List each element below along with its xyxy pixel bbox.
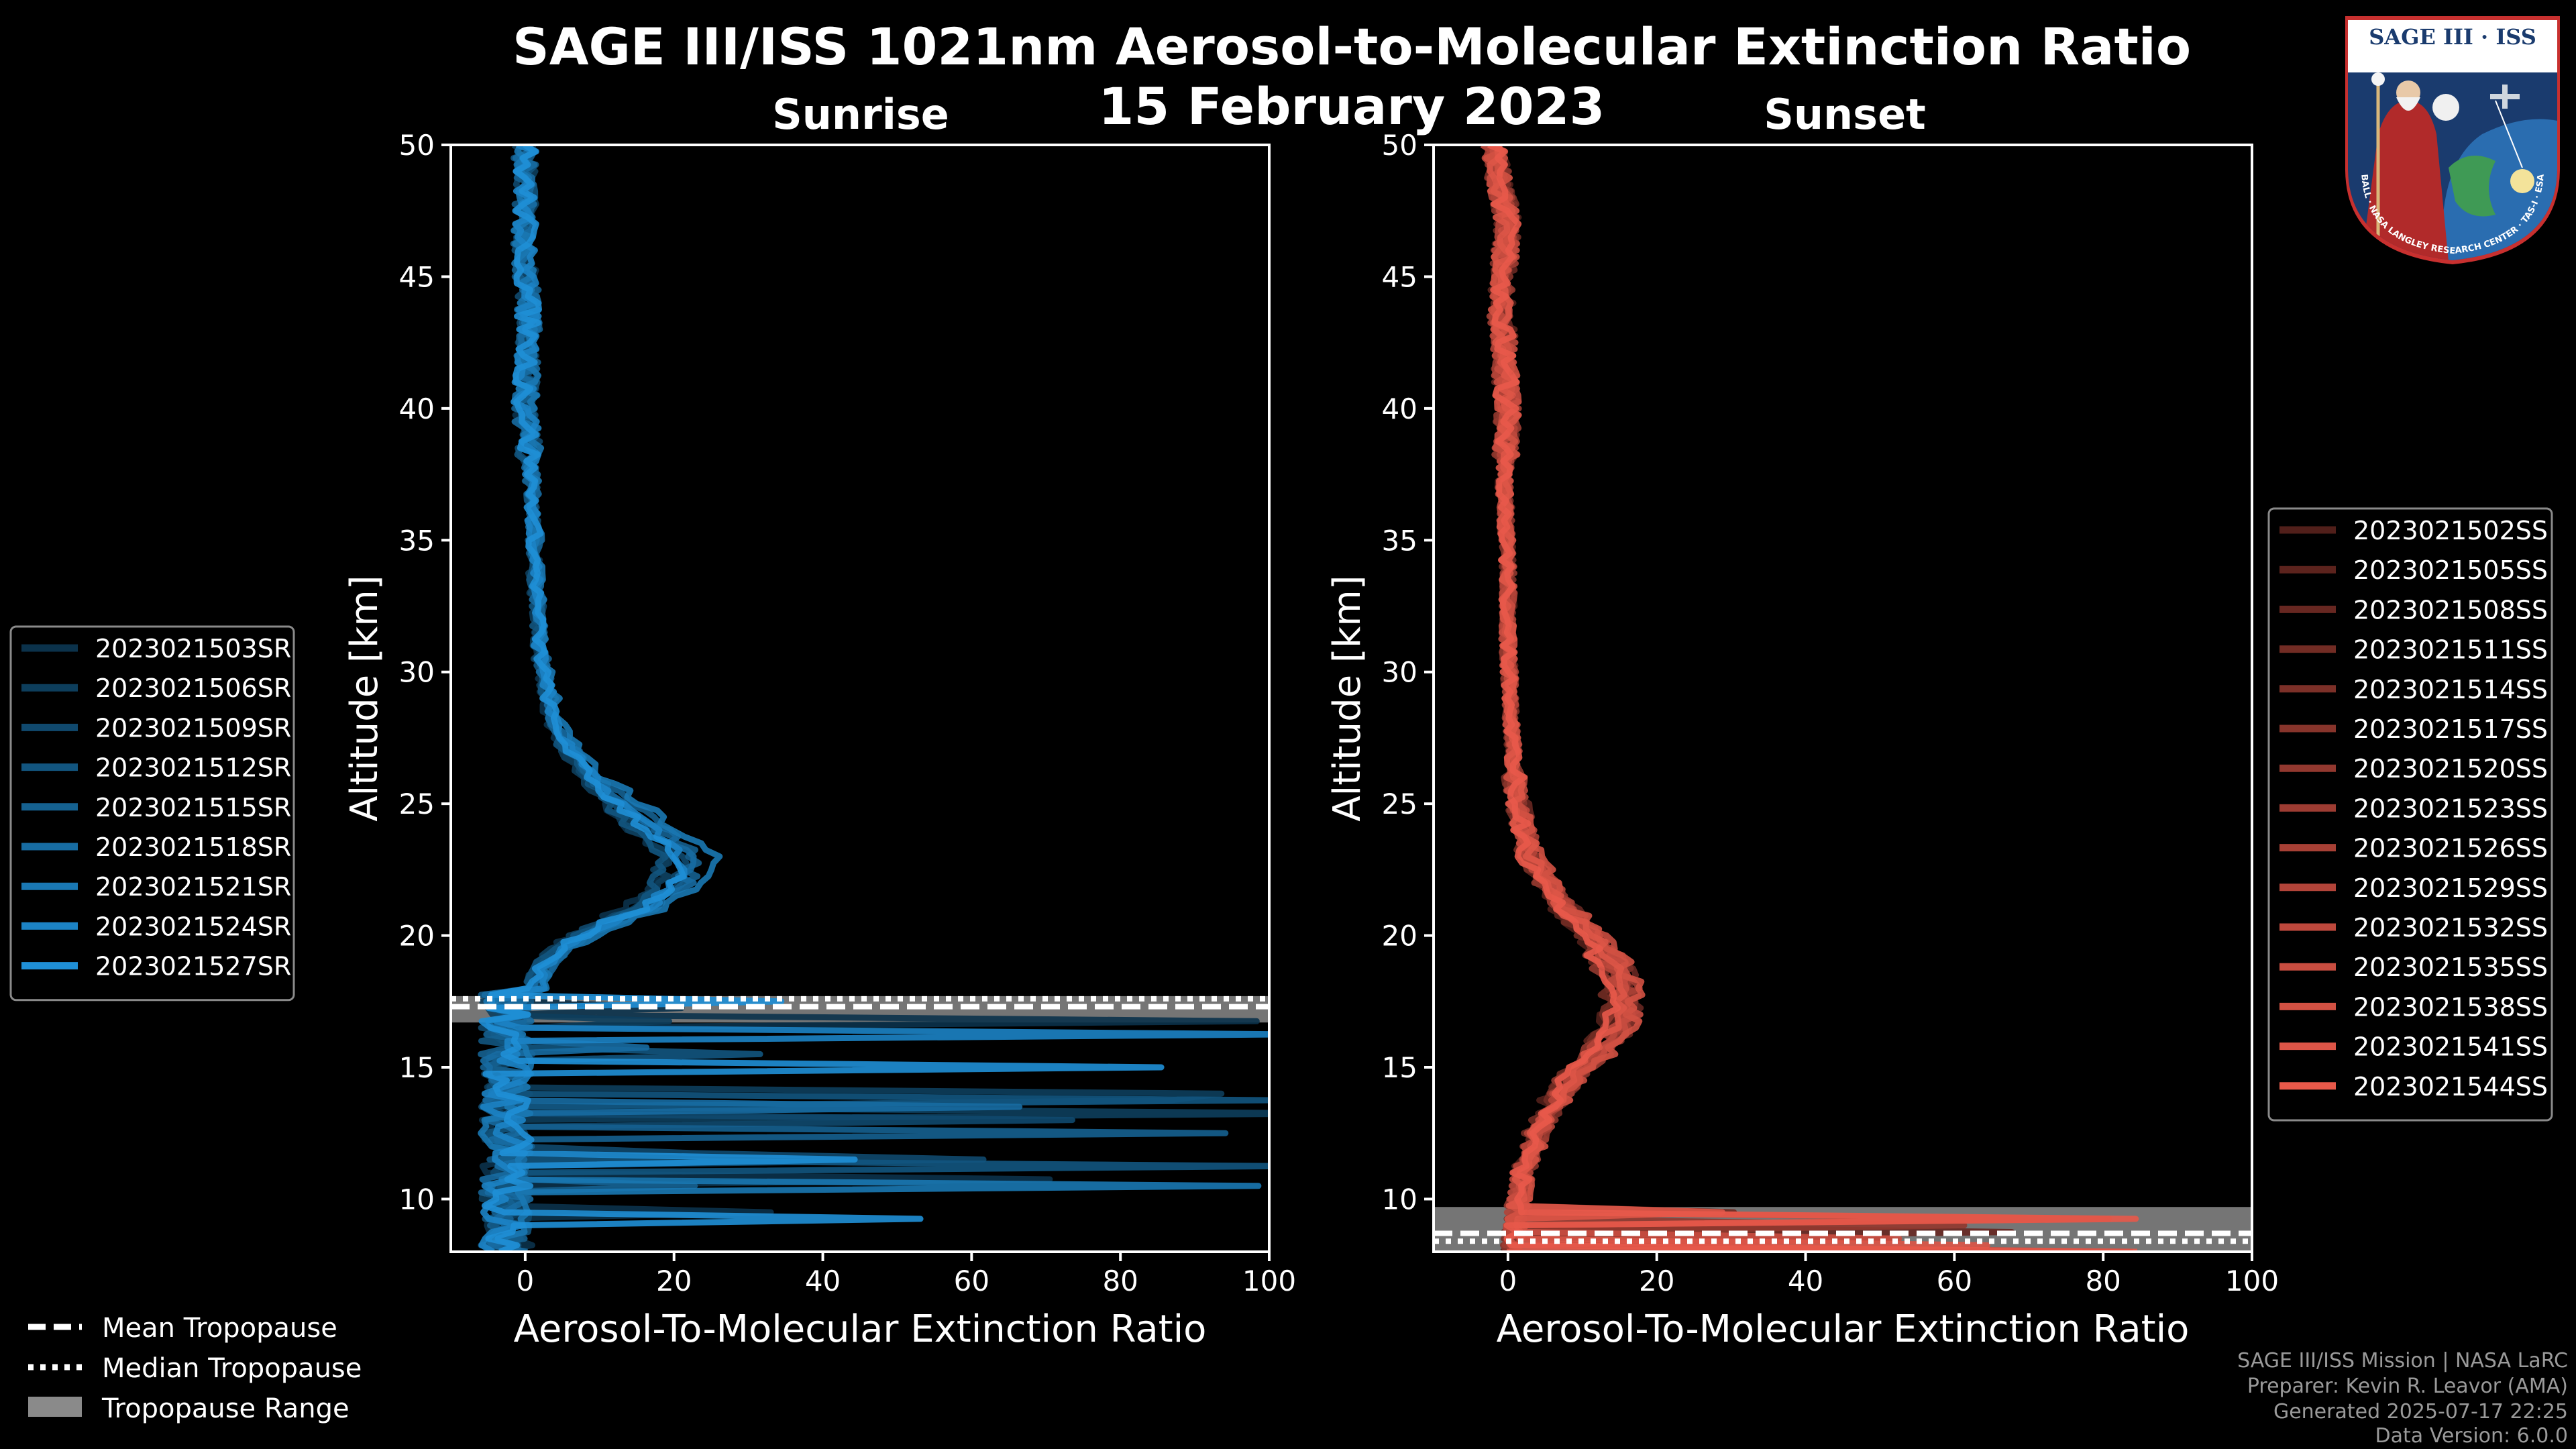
x-tick-label: 100 bbox=[1242, 1265, 1296, 1297]
legend-label-2023021515SR: 2023021515SR bbox=[95, 793, 291, 822]
legend-label-2023021517SS: 2023021517SS bbox=[2353, 714, 2548, 744]
x-tick-label: 0 bbox=[517, 1265, 535, 1297]
legend-label-2023021529SS: 2023021529SS bbox=[2353, 873, 2548, 903]
y-axis-label: Altitude [km] bbox=[343, 575, 386, 821]
x-tick-label: 100 bbox=[2225, 1265, 2279, 1297]
profile-2023021544SS bbox=[1487, 145, 2139, 1252]
legend-label-2023021502SS: 2023021502SS bbox=[2353, 516, 2548, 545]
x-tick-label: 60 bbox=[1937, 1265, 1972, 1297]
y-tick-label: 30 bbox=[1382, 656, 1417, 689]
y-tick-label: 25 bbox=[399, 788, 435, 820]
y-tick-label: 40 bbox=[1382, 392, 1417, 425]
legend-label-2023021514SS: 2023021514SS bbox=[2353, 675, 2548, 704]
sunrise-plot: 0 20 40 60 80 100 10 15 20 25 30 35 40 45 50 Aerosol-To… bbox=[343, 129, 1296, 1351]
legend-label-2023021538SS: 2023021538SS bbox=[2353, 992, 2548, 1022]
x-tick-label: 20 bbox=[656, 1265, 692, 1297]
y-tick-label: 15 bbox=[1382, 1051, 1417, 1084]
legend-label-2023021523SS: 2023021523SS bbox=[2353, 794, 2548, 823]
legend-label-2023021512SR: 2023021512SR bbox=[95, 753, 291, 783]
sunset-plot: 0 20 40 60 80 100 10 15 20 25 30 35 40 45 50 Aerosol-To… bbox=[1326, 129, 2279, 1351]
footer-preparer: Preparer: Kevin R. Leavor (AMA) bbox=[2247, 1375, 2568, 1398]
legend-label-2023021541SS: 2023021541SS bbox=[2353, 1032, 2548, 1062]
legend-label-2023021532SS: 2023021532SS bbox=[2353, 913, 2548, 943]
y-tick-label: 10 bbox=[1382, 1183, 1417, 1216]
x-tick-label: 20 bbox=[1639, 1265, 1674, 1297]
sunrise-legend: 2023021503SR 2023021506SR 2023021509SR 2023… bbox=[9, 625, 295, 1002]
legend-label-2023021518SR: 2023021518SR bbox=[95, 833, 291, 862]
x-tick-label: 80 bbox=[1102, 1265, 1138, 1297]
y-tick-label: 35 bbox=[399, 524, 435, 557]
profile-lines bbox=[478, 145, 1269, 1252]
figure-title: SAGE III/ISS 1021nm Aerosol-to-Molecular… bbox=[513, 17, 2191, 76]
legend-label-2023021505SS: 2023021505SS bbox=[2353, 555, 2548, 585]
y-tick-label: 20 bbox=[399, 920, 435, 953]
sunrise-panel-title: Sunrise bbox=[772, 90, 949, 139]
legend-box bbox=[2267, 507, 2553, 1122]
legend-label-2023021544SS: 2023021544SS bbox=[2353, 1072, 2548, 1102]
tropopause-range-label: Tropopause Range bbox=[101, 1393, 350, 1424]
x-tick-label: 80 bbox=[2085, 1265, 2121, 1297]
mean-tropopause-label: Mean Tropopause bbox=[102, 1313, 337, 1344]
y-tick-label: 50 bbox=[1382, 129, 1417, 162]
legend-label-2023021535SS: 2023021535SS bbox=[2353, 953, 2548, 982]
sage-mission-logo: SAGE III · ISS BALL · NASA LANGLEY RESEA… bbox=[2345, 16, 2560, 264]
x-axis-label: Aerosol-To-Molecular Extinction Ratio bbox=[514, 1307, 1207, 1351]
legend-label-2023021509SR: 2023021509SR bbox=[95, 713, 291, 743]
plot-frame bbox=[449, 144, 1271, 1253]
median-tropopause-label: Median Tropopause bbox=[102, 1353, 362, 1384]
footer-credits: SAGE III/ISS Mission | NASA LaRC Prepare… bbox=[2237, 1349, 2568, 1448]
logo-title: SAGE III · ISS bbox=[2369, 24, 2536, 50]
profile-2023021527SR bbox=[478, 145, 1165, 1252]
plot-frame bbox=[1432, 144, 2253, 1253]
y-tick-label: 45 bbox=[1382, 260, 1417, 293]
legend-label-2023021524SR: 2023021524SR bbox=[95, 912, 291, 941]
legend-label-2023021511SS: 2023021511SS bbox=[2353, 635, 2548, 665]
y-tick-label: 25 bbox=[1382, 788, 1417, 820]
y-axis-label: Altitude [km] bbox=[1326, 575, 1369, 821]
legend-label-2023021508SS: 2023021508SS bbox=[2353, 595, 2548, 625]
y-tick-label: 20 bbox=[1382, 920, 1417, 953]
legend-box bbox=[9, 625, 295, 1002]
x-tick-label: 40 bbox=[805, 1265, 841, 1297]
y-tick-label: 10 bbox=[399, 1183, 435, 1216]
y-tick-label: 15 bbox=[399, 1051, 435, 1084]
y-tick-label: 45 bbox=[399, 260, 435, 293]
sunset-legend: 2023021502SS 2023021505SS 2023021508SS 2023… bbox=[2267, 507, 2553, 1122]
legend-label-2023021503SR: 2023021503SR bbox=[95, 634, 291, 663]
profile-lines bbox=[1480, 145, 2139, 1252]
figure-subtitle: 15 February 2023 bbox=[1099, 76, 1605, 136]
legend-label-2023021506SR: 2023021506SR bbox=[95, 674, 291, 703]
y-tick-label: 30 bbox=[399, 656, 435, 689]
legend-label-2023021526SS: 2023021526SS bbox=[2353, 834, 2548, 863]
x-tick-label: 60 bbox=[954, 1265, 989, 1297]
footer-version: Data Version: 6.0.0 bbox=[2375, 1424, 2568, 1448]
y-tick-label: 50 bbox=[399, 129, 435, 162]
tropopause-range-swatch bbox=[28, 1397, 82, 1417]
legend-label-2023021521SR: 2023021521SR bbox=[95, 872, 291, 902]
legend-label-2023021520SS: 2023021520SS bbox=[2353, 754, 2548, 784]
tropopause-legend: Mean Tropopause Median Tropopause Tropop… bbox=[28, 1313, 362, 1424]
footer-generated: Generated 2025-07-17 22:25 bbox=[2273, 1400, 2568, 1424]
x-axis-label: Aerosol-To-Molecular Extinction Ratio bbox=[1497, 1307, 2190, 1351]
profile-2023021521SR bbox=[478, 145, 1262, 1252]
x-tick-label: 0 bbox=[1499, 1265, 1517, 1297]
x-tick-label: 40 bbox=[1788, 1265, 1823, 1297]
y-tick-label: 35 bbox=[1382, 524, 1417, 557]
footer-mission: SAGE III/ISS Mission | NASA LaRC bbox=[2237, 1349, 2568, 1373]
y-tick-label: 40 bbox=[399, 392, 435, 425]
sunset-panel-title: Sunset bbox=[1764, 90, 1926, 139]
legend-label-2023021527SR: 2023021527SR bbox=[95, 952, 291, 981]
